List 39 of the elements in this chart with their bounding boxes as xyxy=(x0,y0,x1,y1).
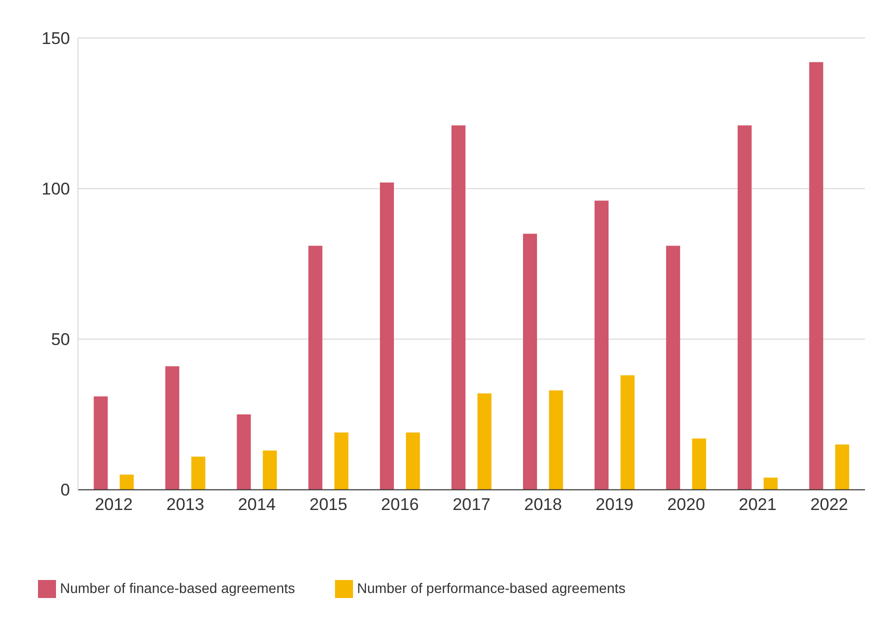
bar xyxy=(594,200,609,490)
x-tick-label: 2017 xyxy=(452,494,490,514)
bar xyxy=(809,62,824,490)
bar xyxy=(236,414,251,490)
bar xyxy=(451,125,466,490)
legend-label: Number of performance-based agreements xyxy=(357,580,626,596)
y-tick-label: 0 xyxy=(60,480,70,500)
x-tick-label: 2022 xyxy=(810,494,848,514)
bar xyxy=(165,366,180,490)
x-tick-label: 2019 xyxy=(596,494,634,514)
x-tick-label: 2021 xyxy=(738,494,777,514)
bar xyxy=(692,438,706,490)
bar xyxy=(477,393,492,490)
legend-label: Number of finance-based agreements xyxy=(60,580,296,596)
y-tick-label: 100 xyxy=(42,180,70,199)
x-tick-label: 2015 xyxy=(309,494,348,514)
bar xyxy=(764,478,778,490)
x-tick-label: 2016 xyxy=(381,494,419,514)
bar xyxy=(620,375,635,490)
bar xyxy=(191,456,206,490)
bar xyxy=(738,125,752,490)
x-tick-label: 2012 xyxy=(94,494,133,514)
y-tick-label: 150 xyxy=(42,29,70,48)
bar xyxy=(308,246,322,490)
bar xyxy=(406,432,420,490)
x-tick-label: 2014 xyxy=(238,494,276,514)
bar xyxy=(94,396,108,490)
bar xyxy=(523,234,538,490)
bar xyxy=(380,182,394,490)
y-tick-label: 50 xyxy=(51,330,70,350)
x-tick-label: 2013 xyxy=(166,494,204,514)
x-tick-label: 2018 xyxy=(524,494,562,514)
bar xyxy=(120,474,134,490)
x-tick-label: 2020 xyxy=(667,494,706,514)
bar xyxy=(334,432,348,490)
bar xyxy=(262,450,277,490)
bar xyxy=(835,444,850,490)
bar xyxy=(666,246,680,490)
bar xyxy=(549,390,564,490)
